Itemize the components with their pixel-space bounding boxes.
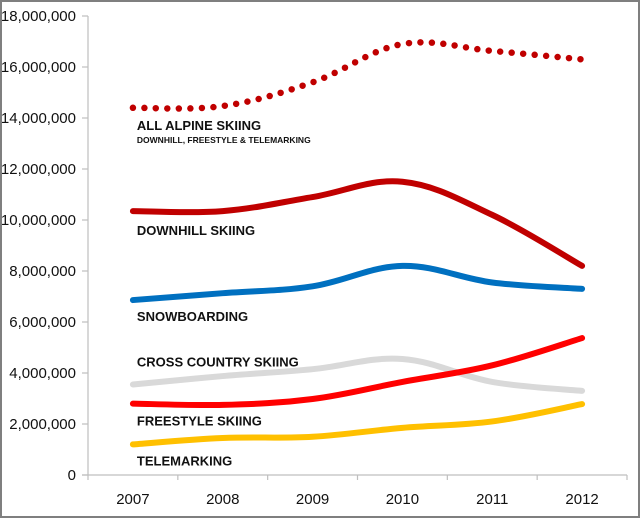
series-label-freestyle: FREESTYLE SKIING [137,414,262,429]
x-tick-label: 2007 [116,491,149,508]
y-tick-label: 8,000,000 [9,263,76,280]
series-labels: ALL ALPINE SKIING DOWNHILL, FREESTYLE & … [137,118,311,469]
y-tick-label: 18,000,000 [1,8,76,25]
series-sublabel-all-alpine: DOWNHILL, FREESTYLE & TELEMARKING [137,135,311,145]
y-tick-label: 4,000,000 [9,365,76,382]
series-label-telemarking: TELEMARKING [137,453,232,468]
axes: 0 2,000,000 4,000,000 6,000,000 8,000,000 10,… [1,8,628,508]
series-line-cross-country [129,355,586,394]
y-ticks: 0 2,000,000 4,000,000 6,000,000 8,000,000 10,… [1,8,88,484]
y-tick-label: 6,000,000 [9,314,76,331]
y-tick-label: 16,000,000 [1,59,76,76]
y-tick-label: 2,000,000 [9,416,76,433]
series-line-snowboarding [129,262,586,304]
x-tick-label: 2011 [476,491,508,508]
series-label-snowboarding: SNOWBOARDING [137,309,248,324]
series-line-telemarking [129,401,586,448]
x-tick-label: 2010 [386,491,419,508]
series-line-all-alpine [129,39,586,112]
series-line-freestyle [129,335,586,409]
y-tick-label: 0 [68,467,76,484]
x-tick-label: 2009 [296,491,329,508]
series-label-all-alpine: ALL ALPINE SKIING [137,118,261,133]
series-label-cross-country: CROSS COUNTRY SKIING [137,354,299,369]
x-tick-label: 2012 [565,491,598,508]
series-label-downhill: DOWNHILL SKIING [137,223,255,238]
series-layer [129,39,586,448]
x-ticks: 2007 2008 2009 2010 2011 2012 [87,475,628,508]
series-line-downhill [129,178,586,269]
y-tick-label: 10,000,000 [1,212,76,229]
y-tick-label: 14,000,000 [1,110,76,127]
x-tick-label: 2008 [206,491,239,508]
y-tick-label: 12,000,000 [1,161,76,178]
